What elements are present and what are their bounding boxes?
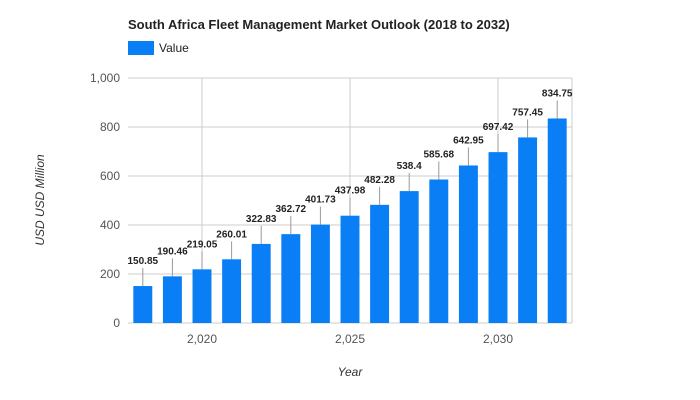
bar: [192, 269, 212, 323]
data-label: 538.4: [397, 161, 422, 172]
y-tick-label: 1,000: [90, 71, 120, 85]
bar: [547, 118, 567, 323]
legend-swatch: [128, 41, 154, 55]
data-label: 834.75: [542, 88, 573, 99]
legend-label: Value: [159, 41, 189, 55]
bar: [162, 276, 182, 323]
data-label: 642.95: [453, 135, 484, 146]
data-label: 697.42: [483, 122, 514, 133]
y-tick-label: 400: [100, 218, 120, 232]
x-tick-label: 2,030: [483, 332, 513, 346]
data-label: 322.83: [246, 214, 277, 225]
bar: [458, 165, 478, 323]
data-label: 190.46: [157, 246, 188, 257]
data-label: 362.72: [276, 204, 307, 215]
bar: [399, 191, 419, 323]
x-tick-label: 2,025: [335, 332, 365, 346]
bar: [310, 224, 330, 323]
bar: [518, 137, 538, 323]
y-tick-label: 800: [100, 120, 120, 134]
data-label: 401.73: [305, 195, 336, 206]
chart-title: South Africa Fleet Management Market Out…: [128, 17, 510, 32]
data-label: 219.05: [187, 239, 218, 250]
bar: [251, 243, 271, 323]
y-tick-label: 0: [113, 316, 120, 330]
legend: Value: [128, 40, 189, 56]
data-label: 757.45: [512, 107, 543, 118]
x-tick-label: 2,020: [187, 332, 217, 346]
x-axis-title: Year: [338, 365, 364, 379]
data-label: 585.68: [424, 150, 455, 161]
bar: [281, 234, 301, 323]
bar: [222, 259, 242, 323]
bar: [340, 215, 360, 323]
data-label: 437.98: [335, 186, 366, 197]
data-label: 260.01: [216, 229, 247, 240]
bar: [133, 286, 153, 323]
data-label: 150.85: [128, 256, 159, 267]
bar: [370, 204, 390, 323]
y-axis-title: USD USD Million: [33, 154, 47, 246]
y-tick-label: 200: [100, 267, 120, 281]
bar: [429, 179, 449, 323]
bar: [488, 152, 508, 323]
data-label: 482.28: [364, 175, 395, 186]
y-tick-label: 600: [100, 169, 120, 183]
